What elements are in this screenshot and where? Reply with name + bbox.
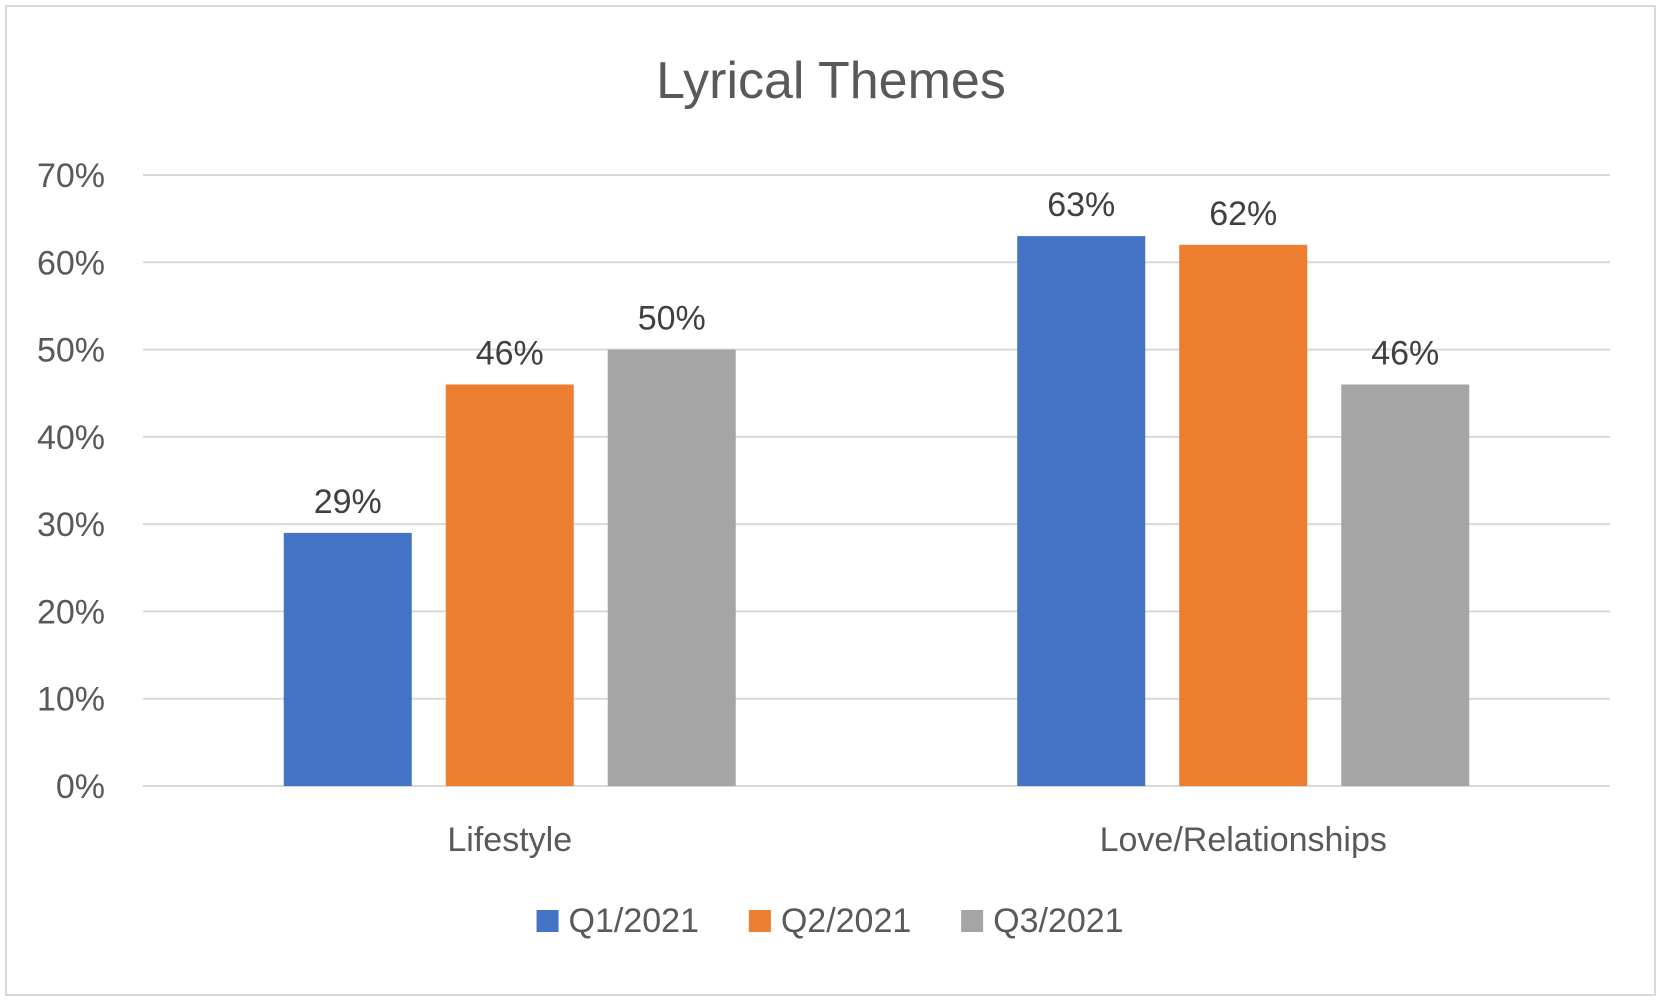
legend-label: Q2/2021 bbox=[781, 902, 911, 940]
bar bbox=[1179, 244, 1308, 787]
x-category-label: Lifestyle bbox=[447, 821, 572, 859]
bar bbox=[607, 349, 736, 786]
bar bbox=[445, 384, 574, 786]
data-label: 50% bbox=[638, 300, 706, 338]
legend-label: Q1/2021 bbox=[569, 902, 699, 940]
y-tick-label: 30% bbox=[37, 506, 105, 544]
legend-swatch bbox=[536, 910, 559, 932]
y-tick-label: 60% bbox=[37, 244, 105, 282]
chart-title: Lyrical Themes bbox=[656, 52, 1006, 110]
legend-swatch bbox=[748, 910, 771, 932]
y-tick-label: 10% bbox=[37, 681, 105, 719]
data-labels: 29% 46% 50% 63% 62% 46% bbox=[314, 186, 1440, 521]
y-tick-label: 20% bbox=[37, 593, 105, 631]
bar bbox=[1017, 236, 1146, 787]
data-label: 46% bbox=[476, 334, 544, 372]
y-axis: 0% 10% 20% 30% 40% 50% 60% 70% bbox=[37, 157, 105, 806]
data-label: 63% bbox=[1047, 186, 1115, 224]
x-category-label: Love/Relationships bbox=[1100, 821, 1387, 859]
y-tick-label: 0% bbox=[56, 768, 105, 806]
legend-swatch bbox=[961, 910, 984, 932]
legend-label: Q3/2021 bbox=[993, 902, 1123, 940]
data-label: 46% bbox=[1371, 334, 1439, 372]
x-axis: Lifestyle Love/Relationships bbox=[447, 821, 1387, 859]
bar bbox=[1341, 384, 1470, 786]
bar bbox=[283, 532, 412, 786]
data-label: 29% bbox=[314, 483, 382, 521]
bars bbox=[283, 236, 1470, 787]
y-tick-label: 70% bbox=[37, 157, 105, 195]
y-tick-label: 50% bbox=[37, 332, 105, 370]
y-tick-label: 40% bbox=[37, 419, 105, 457]
legend: Q1/2021 Q2/2021 Q3/2021 bbox=[536, 902, 1124, 940]
data-label: 62% bbox=[1209, 195, 1277, 233]
